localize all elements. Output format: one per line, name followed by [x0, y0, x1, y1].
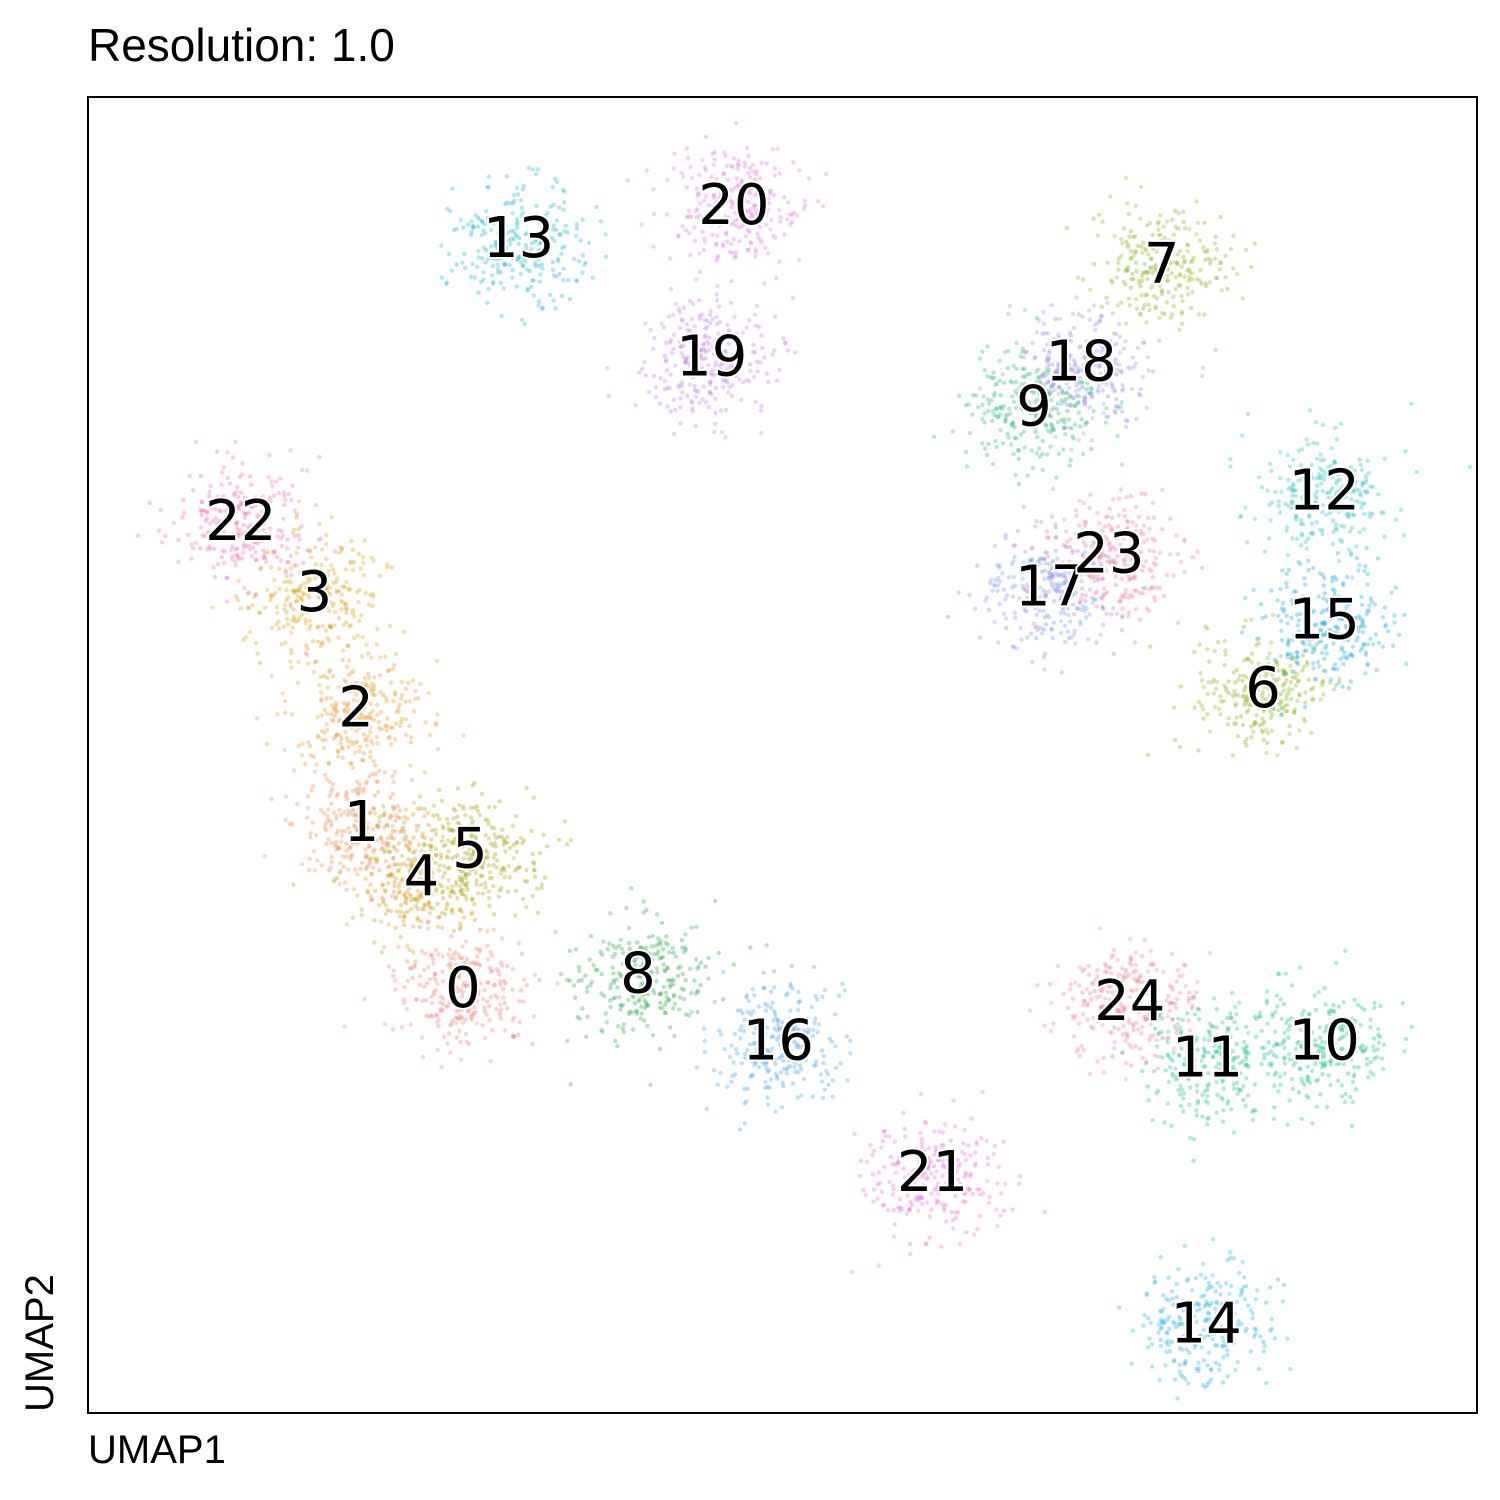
cluster-label-7: 7	[1144, 232, 1180, 297]
cluster-points-22	[135, 439, 338, 656]
cluster-points-10	[1224, 948, 1414, 1129]
cluster-points-12	[1228, 401, 1473, 580]
cluster-label-18: 18	[1045, 330, 1116, 395]
cluster-points-20	[625, 121, 829, 289]
cluster-points-11	[1110, 988, 1319, 1163]
cluster-points-14	[1117, 1237, 1293, 1401]
cluster-points-5	[365, 780, 574, 934]
cluster-label-10: 10	[1289, 1009, 1360, 1074]
cluster-points-16	[689, 942, 853, 1132]
cluster-label-19: 19	[676, 324, 747, 389]
cluster-label-9: 9	[1016, 374, 1052, 439]
cluster-points-0	[342, 911, 560, 1070]
cluster-label-12: 12	[1289, 459, 1360, 524]
cluster-label-13: 13	[483, 206, 554, 271]
cluster-label-16: 16	[743, 1009, 814, 1074]
cluster-label-24: 24	[1094, 969, 1165, 1034]
cluster-label-5: 5	[452, 817, 488, 882]
cluster-points-2	[254, 588, 466, 784]
cluster-points-13	[439, 165, 609, 327]
cell-point-cloud	[135, 121, 1473, 1401]
x-axis-label: UMAP1	[88, 1428, 226, 1472]
y-axis-label: UMAP2	[18, 1274, 62, 1412]
cluster-points-15	[1239, 550, 1409, 717]
cluster-label-23: 23	[1073, 522, 1144, 587]
cluster-points-4	[291, 789, 518, 970]
cluster-label-8: 8	[620, 942, 656, 1007]
cluster-label-20: 20	[698, 173, 769, 238]
cluster-label-6: 6	[1245, 656, 1281, 721]
cluster-label-3: 3	[297, 560, 333, 625]
cluster-points-19	[605, 269, 798, 440]
cluster-label-22: 22	[205, 489, 276, 554]
cluster-points-24	[1027, 926, 1213, 1082]
cluster-points-8	[558, 886, 753, 1088]
cluster-points-1	[262, 722, 446, 927]
cluster-points-6	[1145, 613, 1362, 758]
cluster-label-2: 2	[338, 676, 374, 741]
cluster-points-3	[210, 499, 406, 666]
cluster-label-14: 14	[1170, 1292, 1241, 1357]
cluster-points-23	[1011, 487, 1205, 637]
cluster-label-11: 11	[1172, 1026, 1243, 1091]
cluster-label-21: 21	[897, 1140, 968, 1205]
cluster-points-17	[946, 486, 1146, 675]
cluster-label-15: 15	[1289, 588, 1360, 653]
cluster-points-9	[931, 315, 1124, 487]
cluster-points-18	[977, 295, 1206, 467]
plot-frame	[87, 96, 1478, 1414]
cluster-points-21	[850, 1090, 1048, 1275]
cluster-label-4: 4	[404, 844, 440, 909]
cluster-label-1: 1	[344, 790, 380, 855]
chart-title: Resolution: 1.0	[88, 19, 395, 71]
cluster-points-7	[1064, 175, 1257, 353]
cluster-label-17: 17	[1015, 555, 1086, 620]
cluster-label-0: 0	[445, 956, 481, 1021]
